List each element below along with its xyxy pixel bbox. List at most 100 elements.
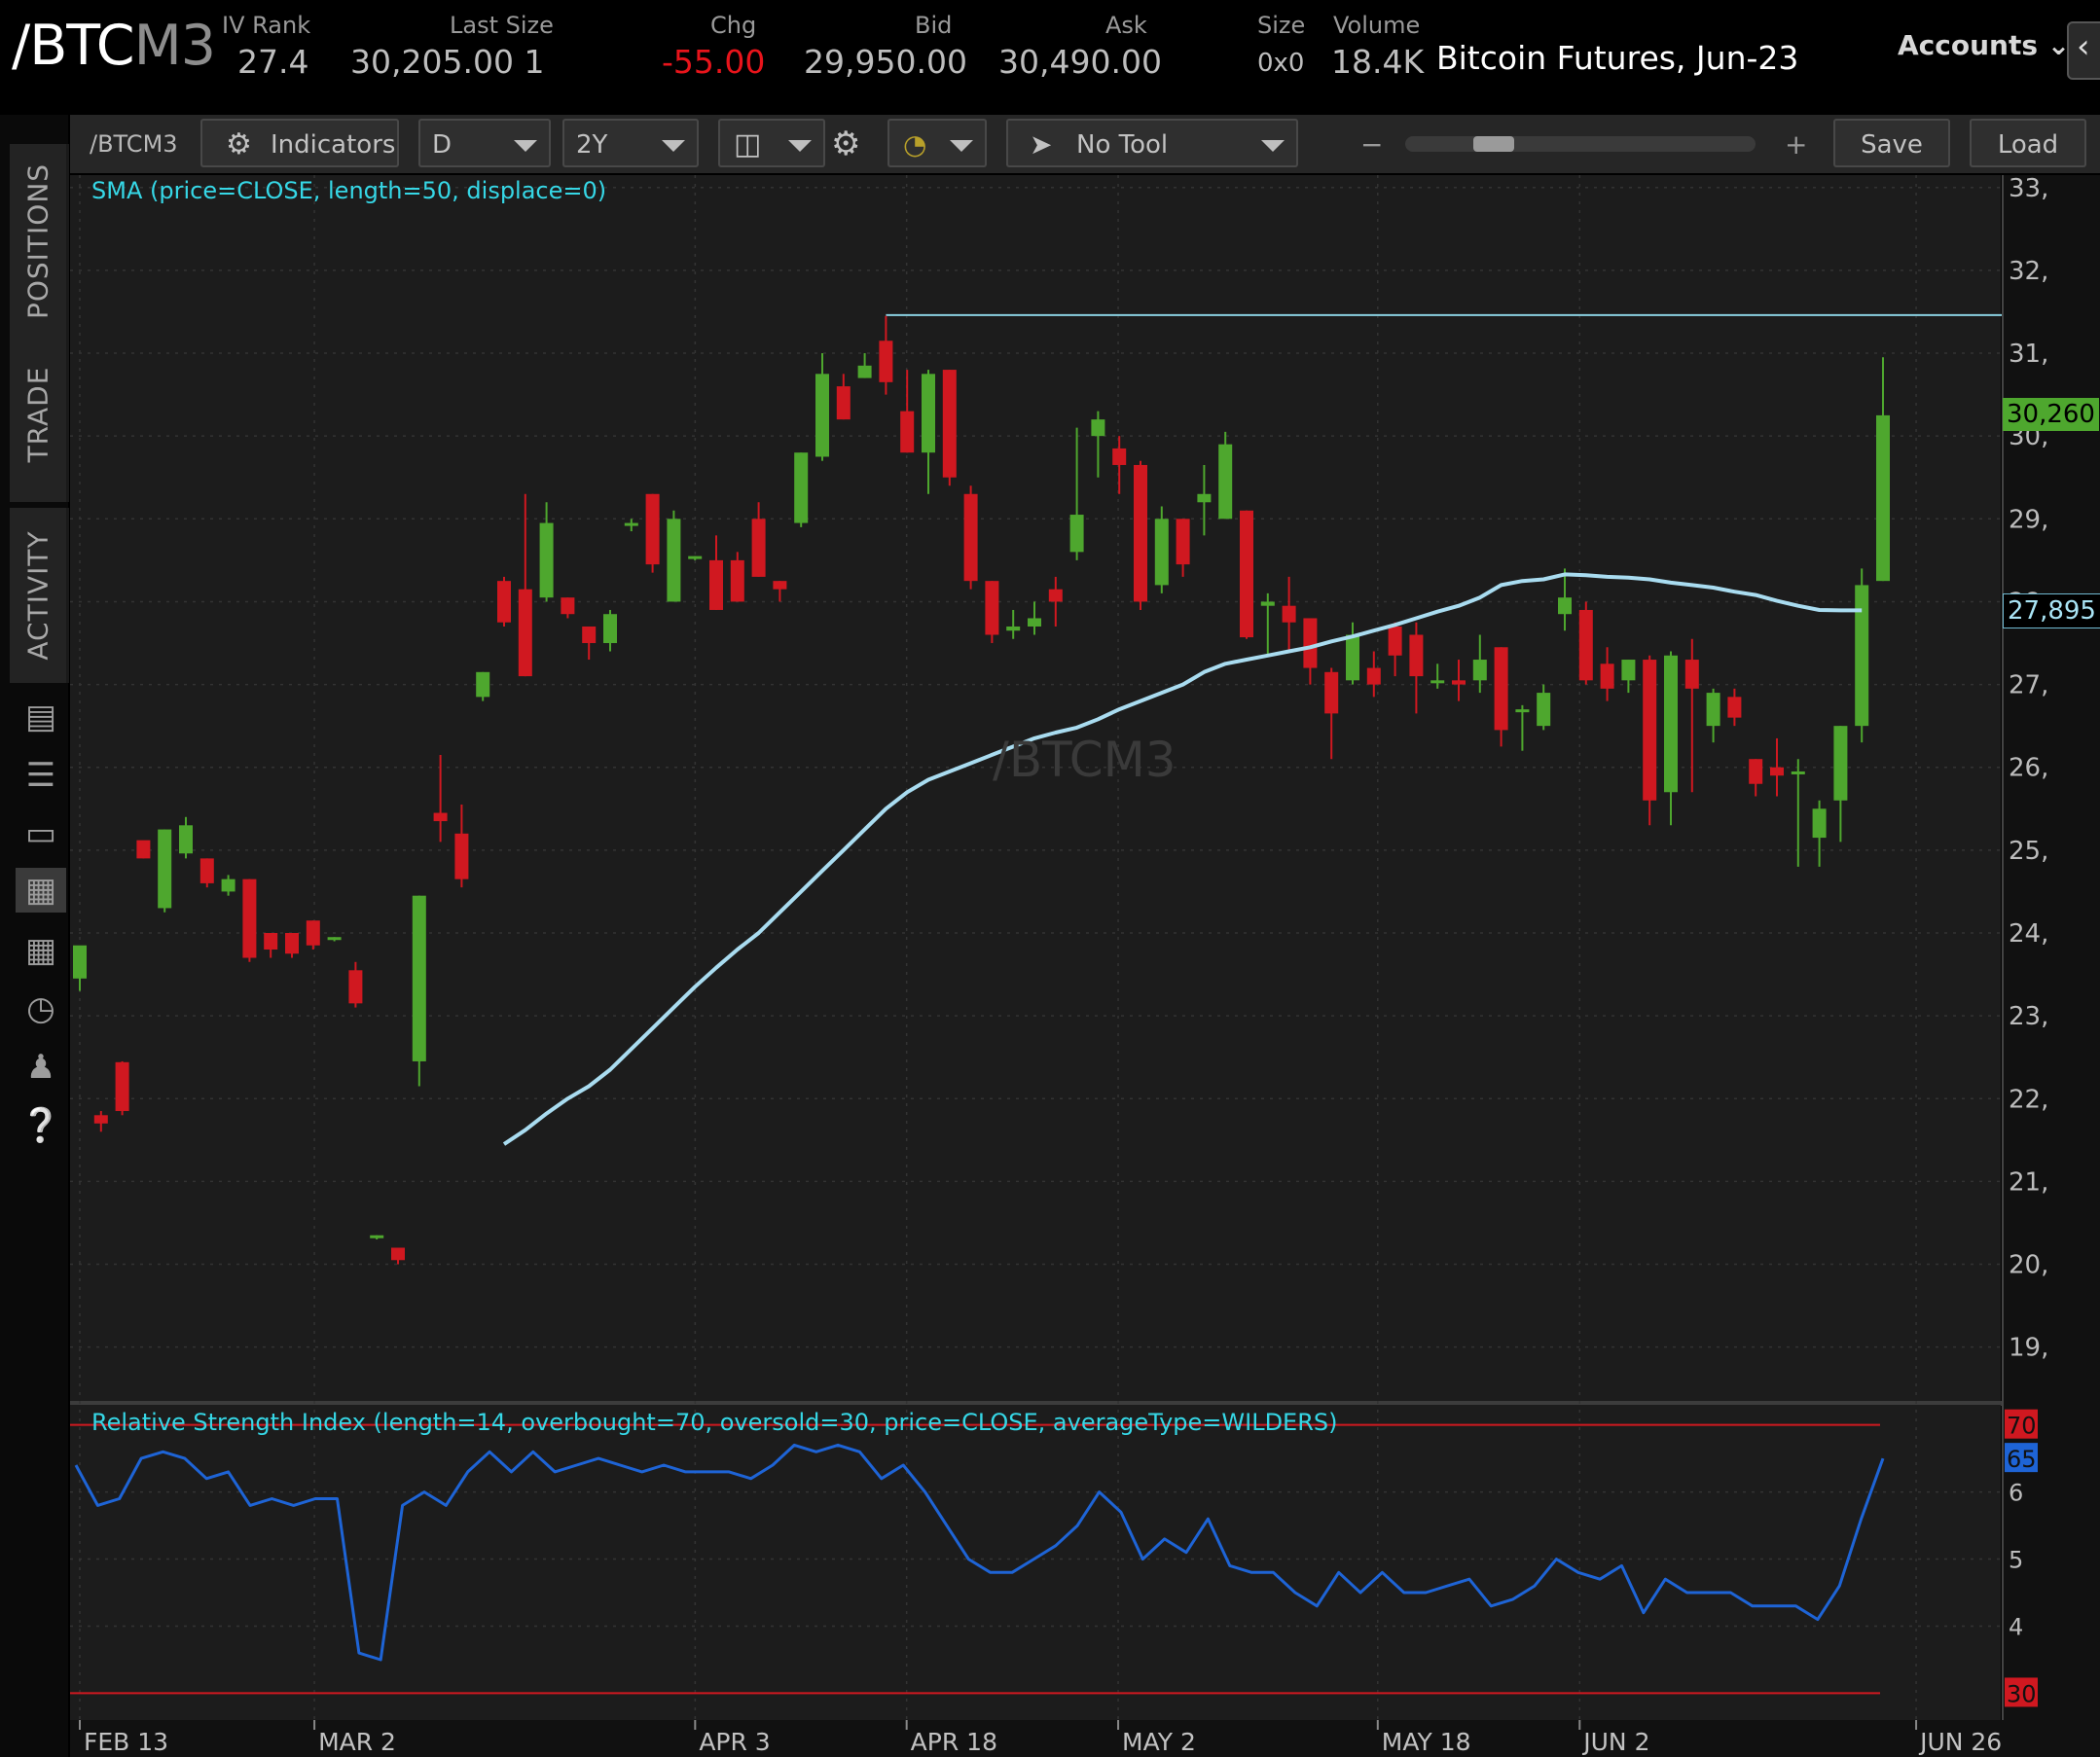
timeframe-value: 2Y [576,130,608,160]
sma-study-label[interactable]: SMA (price=CLOSE, length=50, displace=0) [91,177,607,204]
candle-body [751,519,766,577]
gauge-icon[interactable]: ◷ [26,989,55,1028]
grid-icon[interactable]: ▦ [24,931,57,970]
price-tick-label: 22, [2009,1085,2048,1114]
candle-body [73,945,87,979]
tab-activity[interactable]: ACTIVITY [10,508,69,683]
indicators-button[interactable]: ⚙ Indicators [200,119,399,167]
people-icon[interactable]: ♟ [25,1048,56,1087]
volume-value: 18.4K [1331,43,1425,81]
rsi-chart-pane[interactable] [70,1405,2001,1720]
chart-style-select[interactable]: ◫ [718,119,825,167]
pane-divider[interactable] [70,1401,2100,1406]
candle-body [1240,510,1253,638]
drawing-set-select[interactable]: ◔ [887,119,987,167]
aggregation-select[interactable]: D [418,119,551,167]
chevron-down-icon [788,140,812,152]
candle-body [1430,680,1445,684]
zoom-in-button[interactable]: + [1785,128,1808,161]
candle-body [1876,414,1890,582]
price-tick-label: 21, [2009,1167,2048,1197]
rsi-layer [70,1423,1885,1695]
candle-body [1600,663,1614,689]
time-axis [70,1720,2100,1757]
candle-body [1515,709,1530,713]
tv-icon[interactable]: ▭ [24,814,57,853]
chg-label: Chg [710,12,757,39]
rsi-level-tag-bg [2005,1677,2038,1707]
settings-gear-icon[interactable]: ⚙ [831,125,861,163]
sma-value-tag: 27,895 [2003,593,2100,629]
candle-body [1472,660,1487,681]
price-chart-pane[interactable] [70,175,2001,1401]
rsi-level-tag: 30 [2007,1680,2037,1707]
collapse-panel-button[interactable]: ‹ [2067,21,2100,80]
candle-body [1621,660,1636,681]
candle-body [497,581,511,623]
price-tick-label: 19, [2009,1334,2048,1363]
candle-body [688,556,703,559]
rsi-study-label[interactable]: Relative Strength Index (length=14, over… [91,1409,1338,1436]
cursor-icon: ➤ [1030,128,1053,161]
price-tick-label: 23, [2009,1002,2048,1031]
candle-body [306,920,320,946]
candle-body [221,878,235,892]
candle-body [454,833,469,879]
zoom-slider-thumb[interactable] [1473,136,1514,152]
accounts-label: Accounts [1898,29,2039,61]
candle-body [561,597,575,615]
candle-body [1727,697,1742,718]
candle-body [433,812,448,822]
timeframe-select[interactable]: 2Y [562,119,699,167]
help-icon[interactable]: ❔ [19,1106,62,1145]
candle-body [667,519,681,602]
load-button[interactable]: Load [1970,119,2086,167]
sma-layer [502,572,1863,1146]
chevron-down-icon [950,140,973,152]
accounts-menu[interactable]: Accounts ⌄ [1898,29,2070,61]
chg-value: -55.00 [662,43,766,81]
candle-body [370,1235,384,1238]
candle-body [348,970,363,1004]
candle-body [1218,444,1233,520]
price-tick-label: 33, [2009,174,2048,203]
size-label: Size [1257,12,1306,39]
zoom-out-button[interactable]: − [1360,128,1384,161]
candle-body [136,840,151,859]
candle-body [1006,626,1021,631]
indicators-label: Indicators [271,130,396,160]
candle-body [773,581,787,590]
candle-body [1346,634,1359,681]
price-tick-label: 25, [2009,837,2048,866]
time-tick-label: MAY 18 [1382,1728,1471,1756]
chart-icon[interactable]: ▦ [16,868,66,913]
left-sidebar: POSITIONS TRADE ACTIVITY ▤ ☰ ▭ ▦ ▦ ◷ ♟ ❔ [0,115,69,1757]
candles-layer [73,315,1890,1265]
candle-body [1452,680,1466,685]
candle-body [603,614,617,644]
last-size-value: 30,205.00 1 [350,43,545,81]
toolbar-symbol[interactable]: /BTCM3 [90,130,178,158]
candle-body [1176,519,1190,565]
iv-rank-value: 27.4 [237,43,309,81]
candle-body [179,825,193,854]
list-icon[interactable]: ☰ [25,756,56,795]
price-tick-label: 31, [2009,340,2048,369]
tab-positions[interactable]: POSITIONS [10,144,69,339]
zoom-slider[interactable] [1405,136,1756,152]
save-button[interactable]: Save [1833,119,1950,167]
rsi-tick-label: 5 [2009,1547,2023,1574]
candle-body [242,878,257,958]
tab-trade[interactable]: TRADE [10,327,69,502]
chevron-down-icon [1261,140,1285,152]
drawing-tool-select[interactable]: ➤ No Tool [1006,119,1298,167]
symbol-title[interactable]: /BTCM3 [12,14,216,78]
candle-body [1833,726,1848,801]
gear-icon: ⚙ [226,127,252,161]
dashboard-icon[interactable]: ▤ [24,698,57,736]
candle-body [518,589,532,677]
candle-body [1134,464,1147,602]
price-tick-label: 29, [2009,505,2048,534]
price-tick-label: 27, [2009,671,2048,700]
last-size-label: Last Size [450,12,554,39]
